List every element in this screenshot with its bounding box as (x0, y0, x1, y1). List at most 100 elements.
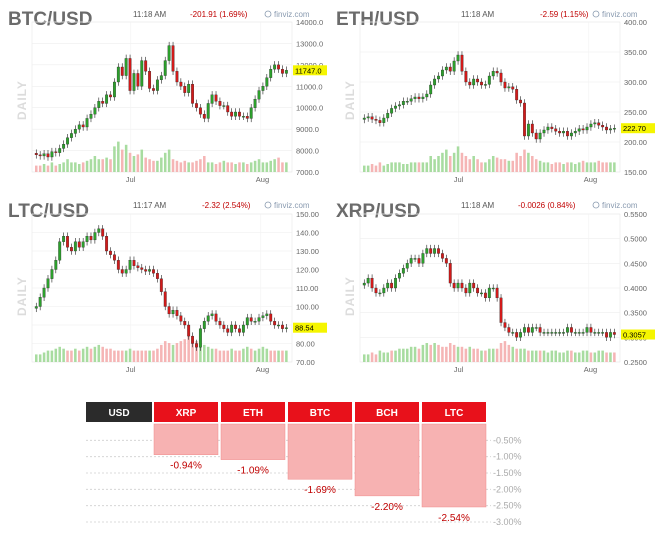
eth-title: ETH/USD (336, 9, 419, 30)
volume-bar (179, 162, 183, 172)
volume-bar (441, 346, 444, 362)
usd-header-label: USD (108, 408, 129, 419)
volume-bar (156, 348, 159, 362)
candle-body (257, 90, 261, 100)
volume-bar (156, 160, 159, 172)
y-tick-label: 10000.0 (296, 104, 323, 113)
volume-bar (460, 152, 464, 172)
candle-body (417, 258, 421, 264)
candle-body (175, 310, 179, 316)
candle-body (507, 327, 511, 333)
candle-body (468, 282, 472, 294)
volume-bar (538, 160, 542, 172)
volume-bar (124, 350, 128, 362)
candle-body (503, 322, 507, 328)
candle-body (70, 247, 73, 252)
volume-bar (534, 350, 538, 362)
candle-body (241, 324, 245, 333)
candle-body (273, 321, 277, 326)
volume-bar (613, 162, 616, 172)
eth-brand-link[interactable]: finviz.com (602, 10, 638, 19)
volume-bar (109, 348, 112, 362)
column-header-xrp[interactable] (154, 402, 218, 422)
volume-bar (519, 348, 522, 362)
candle-body (93, 107, 97, 115)
candle-body (202, 321, 206, 329)
volume-bar (281, 350, 284, 362)
volume-bar (222, 350, 226, 362)
candle-body (456, 282, 460, 289)
candle-body (46, 278, 50, 289)
column-header-bch[interactable] (355, 402, 419, 422)
volume-bar (593, 352, 597, 362)
candle-body (241, 116, 245, 118)
candle-body (66, 137, 69, 145)
bar-ltc (421, 423, 487, 508)
candle-body (487, 287, 491, 299)
candle-body (148, 71, 152, 89)
btc-brand-link[interactable]: finviz.com (274, 10, 310, 19)
xrp-time: 11:18 AM (461, 201, 495, 210)
candle-body (120, 66, 124, 76)
volume-bar (374, 354, 378, 362)
candle-body (519, 332, 522, 338)
column-header-btc[interactable] (288, 402, 352, 422)
volume-bar (117, 350, 120, 362)
volume-bar (132, 350, 136, 362)
volume-bar (409, 162, 413, 172)
candle-body (163, 60, 167, 76)
candle-body (73, 241, 77, 252)
candle-body (597, 332, 601, 334)
finviz-logo-icon (264, 10, 272, 18)
candle-body (417, 96, 421, 99)
volume-bar (460, 346, 464, 362)
bar-y-tick-label: -3.00% (493, 517, 522, 527)
finviz-logo-icon (592, 201, 600, 209)
volume-bar (234, 350, 237, 362)
xrp-title: XRP/USD (336, 201, 420, 222)
candle-body (464, 287, 468, 294)
candle-body (460, 282, 464, 289)
candle-body (526, 123, 530, 137)
volume-bar (366, 165, 370, 172)
column-header-ltc[interactable] (422, 402, 486, 422)
candle-body (257, 317, 261, 322)
volume-bar (445, 149, 448, 172)
volume-bar (366, 354, 370, 362)
column-header-eth[interactable] (221, 402, 285, 422)
candle-body (175, 71, 179, 83)
candle-body (245, 116, 249, 119)
candle-body (54, 151, 58, 153)
volume-bar (85, 160, 89, 172)
candle-body (491, 71, 495, 77)
volume-bar (472, 348, 475, 362)
candle-body (597, 122, 601, 126)
candle-body (612, 128, 616, 130)
bar-eth (220, 423, 286, 460)
candle-body (234, 111, 237, 117)
ltc-chart: LTC/USD 11:17 AM -2.32 (2.54%) finviz.co… (8, 201, 327, 374)
x-tick-label: Jul (454, 365, 464, 374)
volume-bar (550, 350, 554, 362)
candle-body (226, 328, 230, 333)
candle-body (58, 241, 62, 261)
candle-body (394, 105, 397, 109)
candle-body (472, 282, 476, 289)
xrp-period-label: DAILY (343, 276, 357, 316)
volume-bar (452, 344, 456, 362)
xrp-brand-link[interactable]: finviz.com (602, 201, 638, 210)
y-tick-label: 0.4500 (624, 259, 647, 268)
volume-bar (394, 350, 397, 362)
ltc-brand-link[interactable]: finviz.com (274, 201, 310, 210)
candle-body (261, 315, 265, 318)
volume-bar (550, 164, 554, 172)
column-header-label: BTC (310, 408, 331, 419)
candle-body (437, 75, 440, 80)
volume-bar (136, 154, 140, 172)
volume-bar (382, 165, 386, 172)
candle-body (34, 306, 38, 309)
volume-bar (249, 348, 253, 362)
candle-body (609, 128, 612, 131)
volume-bar (35, 354, 38, 362)
volume-bar (218, 350, 222, 362)
